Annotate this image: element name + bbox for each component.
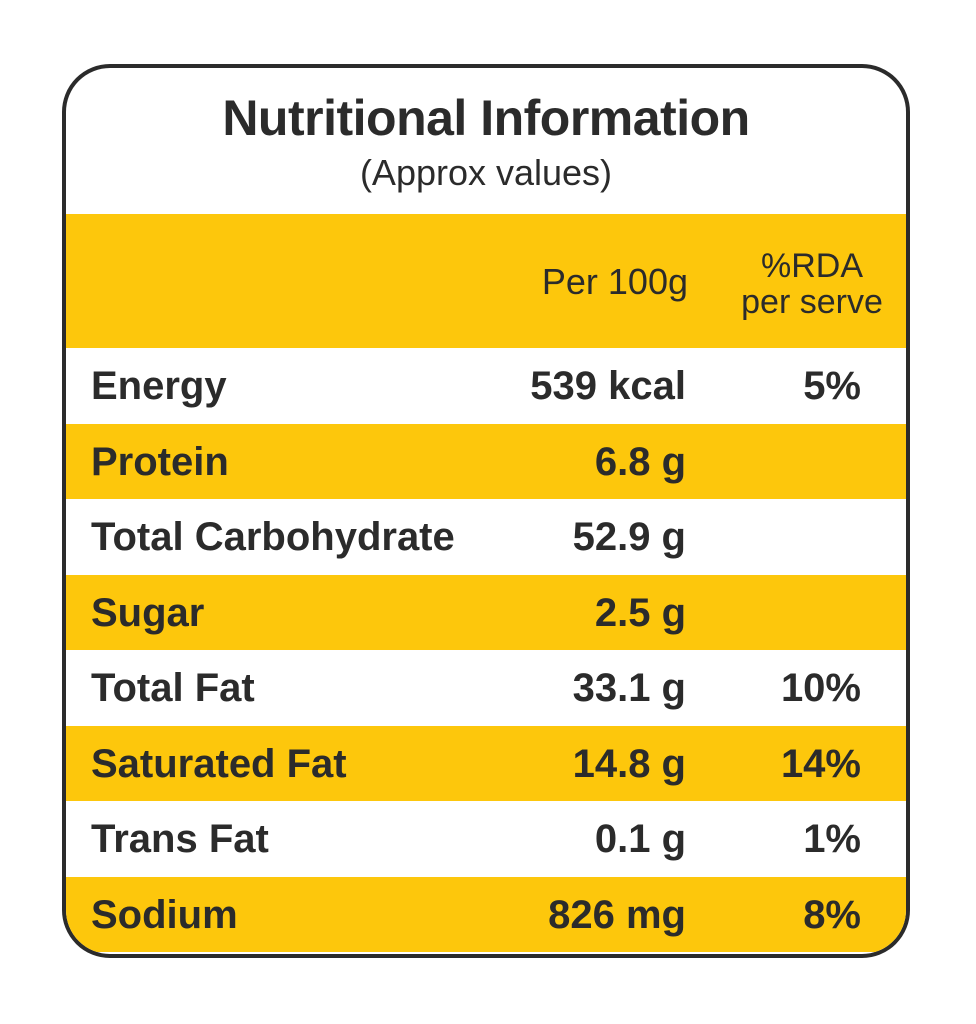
- row-per-100g: 0.1 g: [594, 817, 686, 861]
- row-label: Energy: [91, 364, 227, 408]
- row-label: Protein: [91, 439, 229, 484]
- row-rda: 10%: [780, 666, 861, 710]
- row-label: Total Carbohydrate: [91, 515, 455, 559]
- page-title: Nutritional Information: [222, 90, 750, 146]
- page-subtitle: (Approx values): [359, 152, 613, 193]
- table-row-total-carbohydrate: Total Carbohydrate 52.9 g: [66, 499, 906, 575]
- column-header-rda: %RDA per serve: [732, 248, 892, 320]
- table-row-trans-fat: Trans Fat 0.1 g 1%: [66, 801, 906, 877]
- column-header-per-100g: Per 100g: [541, 261, 688, 302]
- row-rda: 14%: [780, 741, 861, 786]
- row-per-100g: 6.8 g: [594, 439, 686, 484]
- table-row-energy: Energy 539 kcal 5%: [66, 348, 906, 424]
- row-label: Sugar: [91, 590, 205, 635]
- table-header: Per 100g %RDA per serve: [66, 214, 906, 348]
- table-row-sodium: Sodium 826 mg 8%: [66, 876, 906, 952]
- table-row-saturated-fat: Saturated Fat 14.8 g 14%: [66, 725, 906, 801]
- row-per-100g: 826 mg: [548, 892, 686, 937]
- row-rda: 1%: [803, 817, 861, 861]
- row-label: Trans Fat: [91, 817, 269, 861]
- row-per-100g: 52.9 g: [572, 515, 686, 559]
- row-per-100g: 14.8 g: [572, 741, 686, 786]
- row-per-100g: 2.5 g: [594, 590, 686, 635]
- column-header-rda-line1: %RDA: [760, 247, 864, 285]
- row-per-100g: 539 kcal: [530, 364, 686, 408]
- table-row-protein: Protein 6.8 g: [66, 423, 906, 499]
- row-rda: 8%: [803, 892, 861, 937]
- column-header-rda-line2: per serve: [741, 283, 883, 321]
- row-label: Total Fat: [91, 666, 255, 710]
- table-row-sugar: Sugar 2.5 g: [66, 574, 906, 650]
- nutrition-card: Nutritional Information (Approx values) …: [62, 64, 910, 958]
- table-row-total-fat: Total Fat 33.1 g 10%: [66, 650, 906, 726]
- row-per-100g: 33.1 g: [572, 666, 686, 710]
- row-rda: 5%: [803, 364, 861, 408]
- nutrition-table-body: Energy 539 kcal 5% Protein 6.8 g Total C…: [66, 348, 906, 952]
- row-label: Saturated Fat: [91, 741, 347, 786]
- row-label: Sodium: [91, 892, 238, 937]
